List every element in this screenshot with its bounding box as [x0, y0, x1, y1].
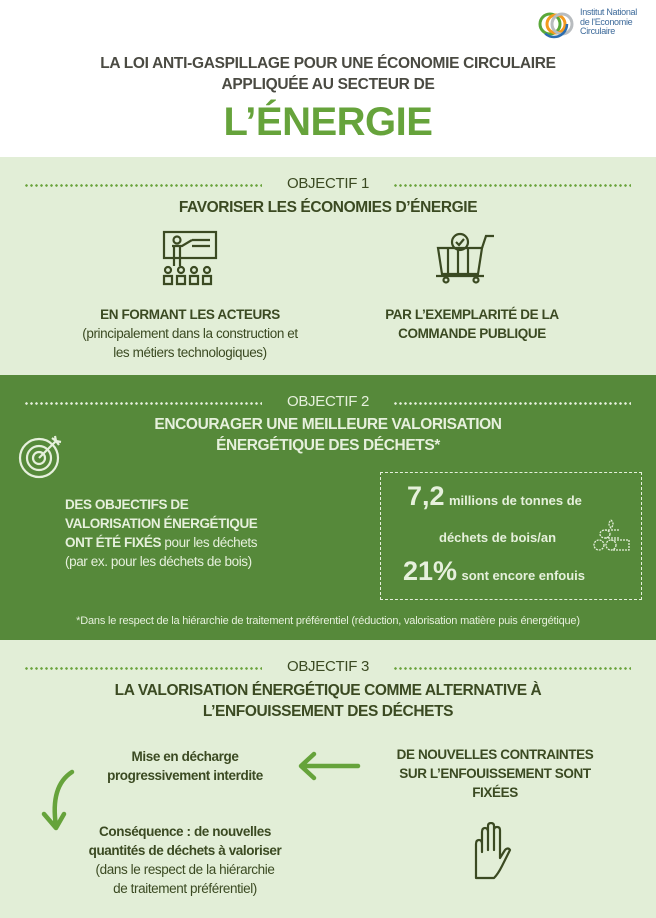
- constraints-text: SUR L’ENFOUISSEMENT SONT: [399, 766, 591, 781]
- training-text: les métiers technologiques): [113, 345, 267, 360]
- dotted-divider: [393, 402, 631, 405]
- consequence-text: Conséquence : de nouvelles: [99, 824, 271, 839]
- footnote: *Dans le respect de la hiérarchie de tra…: [76, 615, 580, 627]
- dotted-divider: [393, 667, 631, 670]
- objective-2-section: OBJECTIF 2 ENCOURAGER UNE MEILLEURE VALO…: [0, 375, 656, 640]
- teacher-board-icon: [162, 230, 218, 286]
- training-heading: EN FORMANT LES ACTEURS: [100, 307, 280, 322]
- objective-3-title: LA VALORISATION ÉNERGÉTIQUE COMME ALTERN…: [114, 682, 542, 699]
- public-procurement-text: PAR L’EXEMPLARITÉ DE LA: [385, 307, 559, 322]
- consequence-text: (dans le respect de la hiérarchie: [95, 862, 275, 877]
- stat-landfilled-percent: 21%: [403, 556, 458, 586]
- public-procurement-text: COMMANDE PUBLIQUE: [398, 326, 546, 341]
- logo-text: Circulaire: [580, 26, 616, 36]
- arrow-left-icon: [298, 751, 361, 781]
- logo-text: de l'Economie: [580, 16, 633, 27]
- dotted-divider: [24, 667, 262, 670]
- landfill-ban-text: progressivement interdite: [107, 768, 263, 783]
- objectives-text: DES OBJECTIFS DE: [65, 497, 189, 512]
- page-title: L’ÉNERGIE: [223, 100, 433, 144]
- logo: Institut National de l'Economie Circulai…: [538, 6, 654, 42]
- objective-2-label: OBJECTIF 2: [286, 393, 369, 410]
- objectives-text: (par ex. pour les déchets de bois): [65, 554, 252, 569]
- curved-arrow-down-icon: [41, 769, 75, 831]
- objective-1-section: OBJECTIF 1 FAVORISER LES ÉCONOMIES D’ÉNE…: [0, 157, 656, 375]
- landfill-ban-text: Mise en décharge: [131, 749, 239, 764]
- objective-3-title: L’ENFOUISSEMENT DES DÉCHETS: [202, 703, 454, 720]
- header-line-2: APPLIQUÉE AU SECTEUR DE: [221, 76, 435, 93]
- objective-3-section: OBJECTIF 3 LA VALORISATION ÉNERGÉTIQUE C…: [0, 640, 656, 918]
- training-text: (principalement dans la construction et: [82, 326, 298, 341]
- header-line-1: LA LOI ANTI-GASPILLAGE POUR UNE ÉCONOMIE…: [100, 55, 556, 72]
- constraints-text: DE NOUVELLES CONTRAINTES: [396, 747, 594, 762]
- objective-1-title: FAVORISER LES ÉCONOMIES D’ÉNERGIE: [178, 199, 478, 216]
- wood-logs-icon: [593, 519, 630, 551]
- constraints-text: FIXÉES: [472, 785, 518, 800]
- objective-3-label: OBJECTIF 3: [286, 658, 369, 675]
- objectives-text: VALORISATION ÉNERGÉTIQUE: [65, 516, 258, 531]
- stat-text: millions de tonnes de: [449, 493, 582, 508]
- dotted-divider: [24, 402, 262, 405]
- shopping-cart-check-icon: [436, 232, 494, 284]
- objectives-text: ONT ÉTÉ FIXÉS: [65, 535, 162, 550]
- objective-2-title: ÉNERGÉTIQUE DES DÉCHETS*: [216, 437, 440, 454]
- stat-text: déchets de bois/an: [439, 530, 557, 545]
- stop-hand-icon: [474, 822, 512, 880]
- target-icon: [18, 435, 62, 479]
- consequence-text: quantités de déchets à valoriser: [88, 843, 282, 858]
- objective-1-label: OBJECTIF 1: [286, 175, 369, 192]
- logo-rings-icon: [538, 9, 574, 39]
- objectives-text: pour les déchets: [161, 535, 258, 550]
- objective-2-title: ENCOURAGER UNE MEILLEURE VALORISATION: [154, 416, 502, 433]
- dotted-divider: [393, 184, 631, 187]
- stat-text: sont encore enfouis: [461, 568, 586, 583]
- dotted-divider: [24, 184, 262, 187]
- consequence-text: de traitement préférentiel): [113, 881, 257, 896]
- logo-text: Institut National: [580, 7, 637, 17]
- stat-wood-tonnes: 7,2: [407, 481, 445, 511]
- stats-box: 7,2 millions de tonnes de déchets de boi…: [380, 472, 642, 600]
